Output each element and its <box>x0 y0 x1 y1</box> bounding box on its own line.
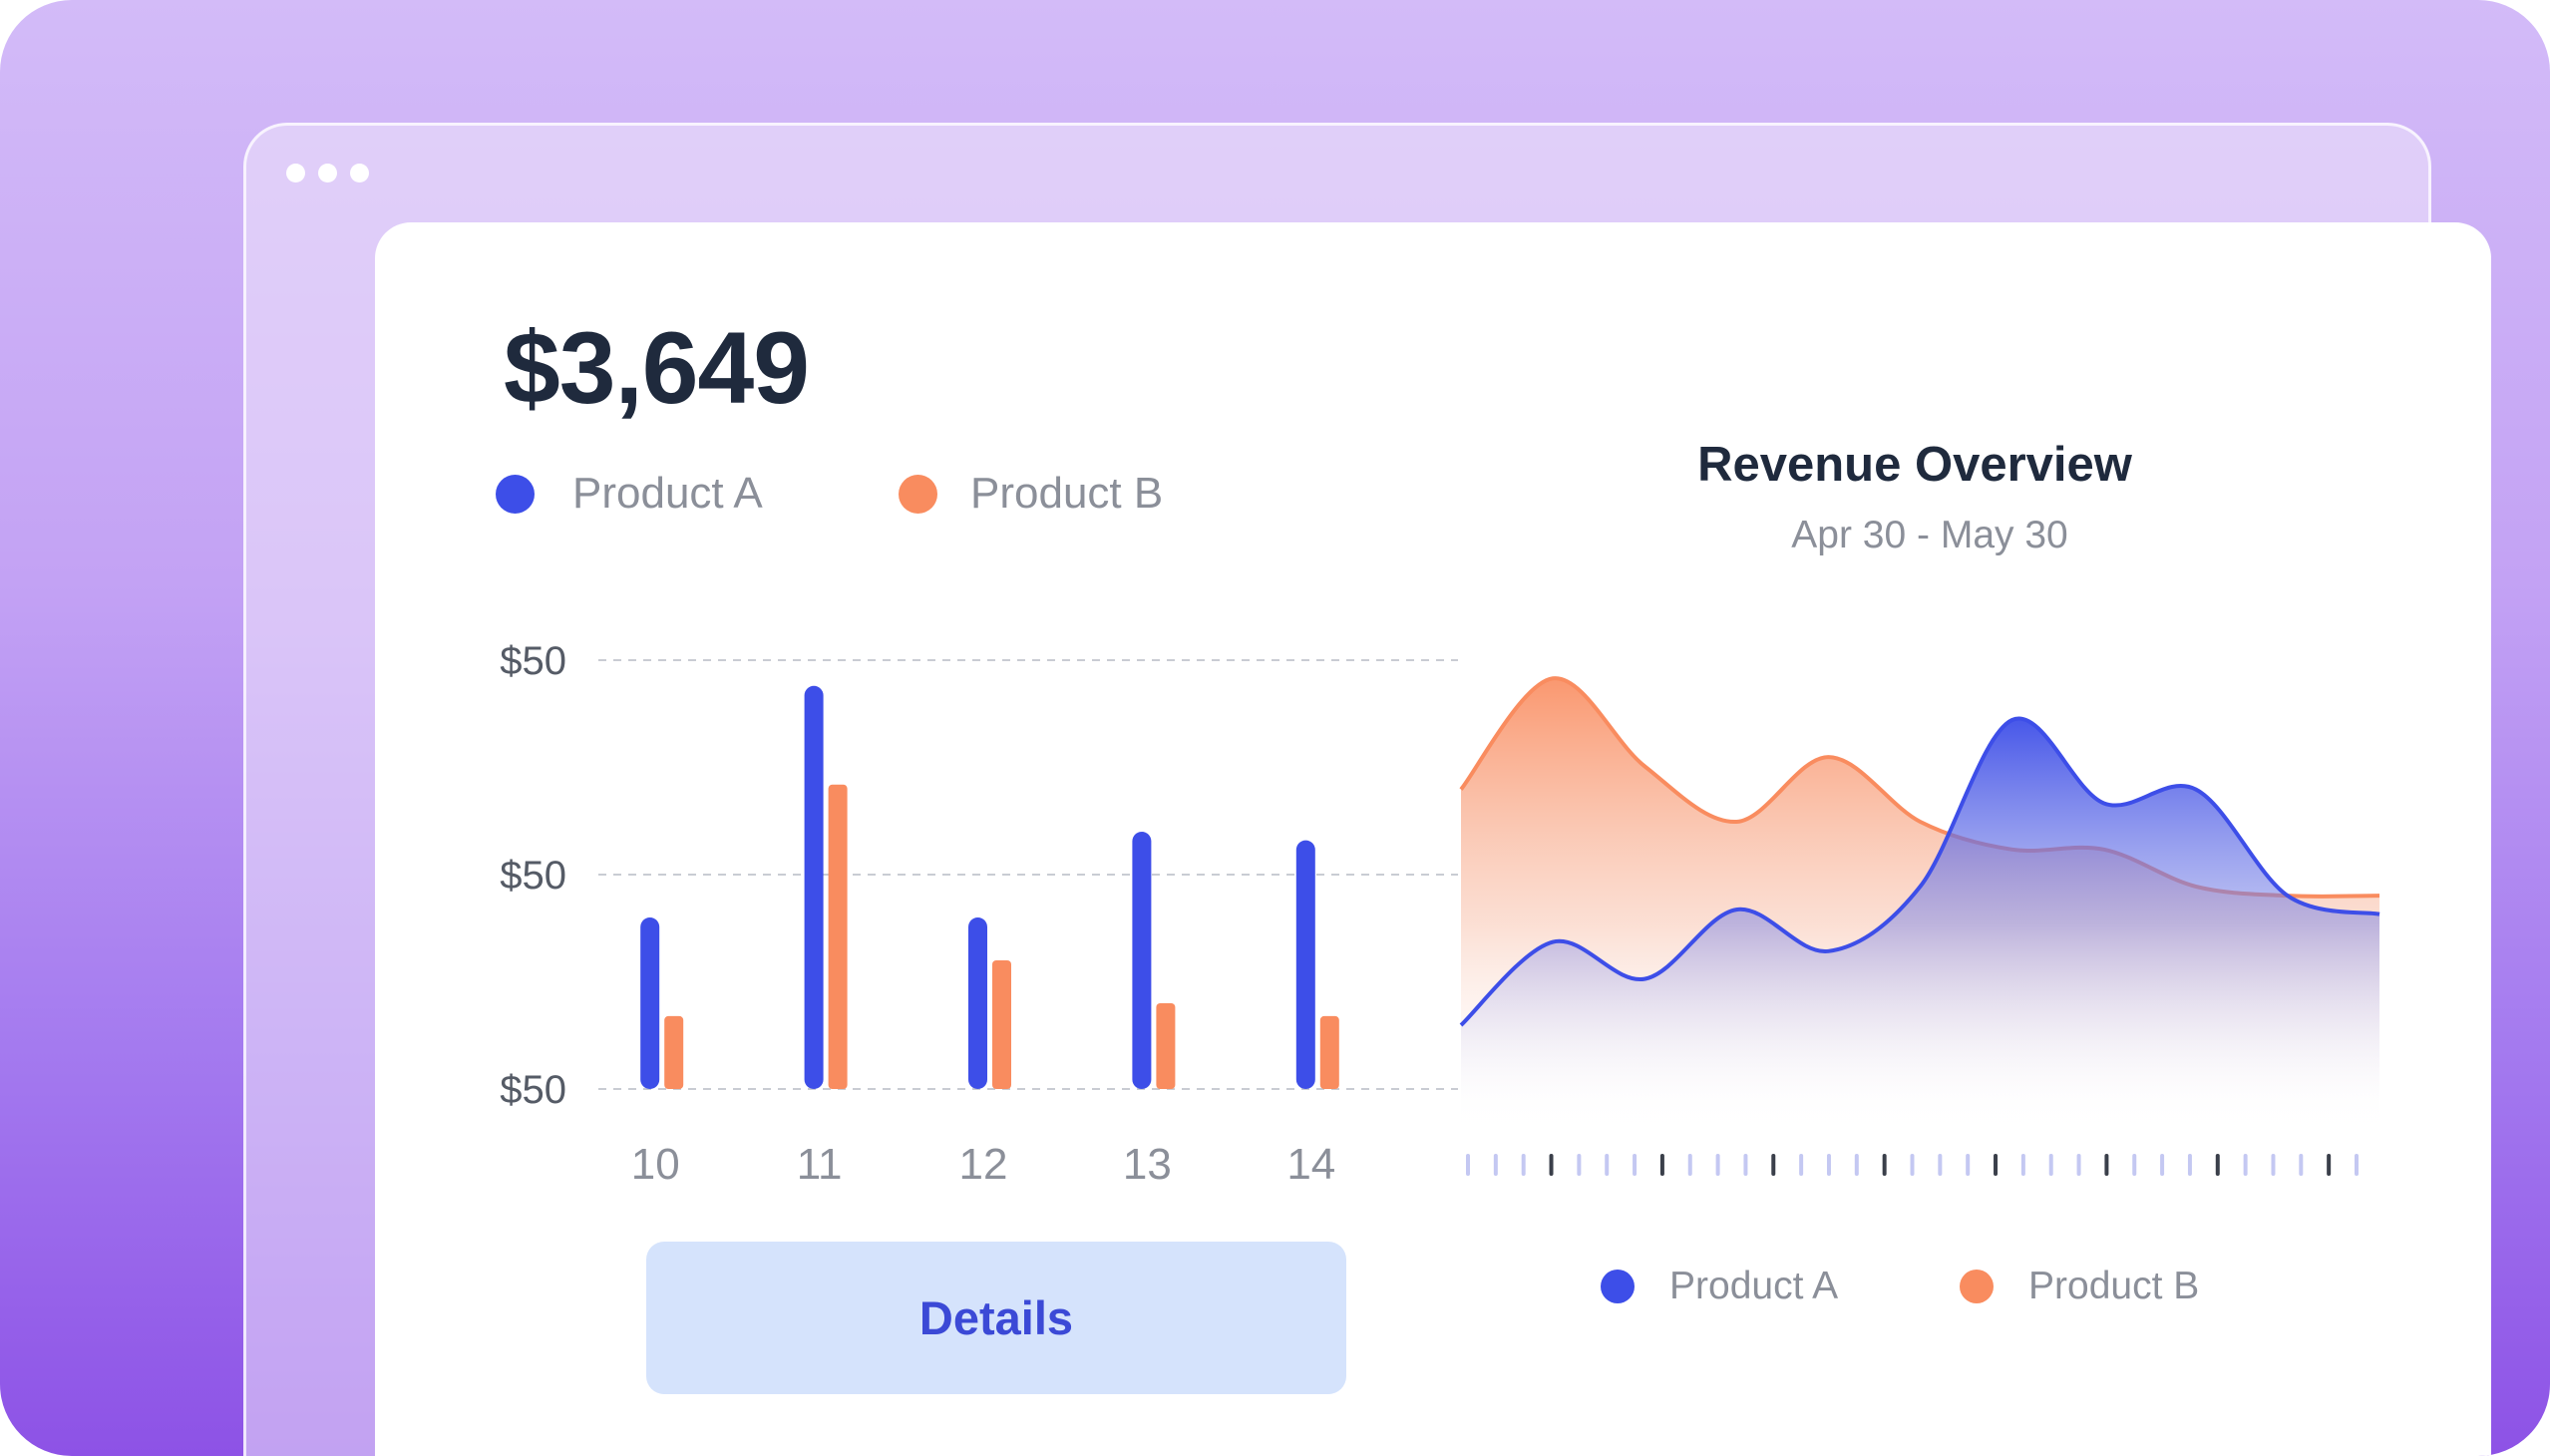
chart-subtitle: Apr 30 - May 30 <box>1791 514 2068 556</box>
x-tick-label: 11 <box>797 1140 843 1189</box>
bar-product-b <box>1319 1015 1339 1089</box>
dot-icon <box>899 474 937 514</box>
x-tick-label: 14 <box>1286 1140 1335 1189</box>
legend-label: Product B <box>2028 1265 2200 1307</box>
chart-canvas: $50 $50 $50 10 11 12 13 14 <box>500 639 2380 1189</box>
details-button[interactable]: Details <box>646 1242 1346 1394</box>
bar-product-a <box>804 685 824 1089</box>
dot-icon <box>496 474 535 514</box>
area-line-product-a <box>1459 716 2380 1027</box>
legend-label: Product B <box>970 469 1164 518</box>
area-fill-product-a <box>1461 718 2379 1127</box>
legend-item-product-b-bottom: Product B <box>1960 1262 2199 1311</box>
window-dot-icon <box>286 164 305 182</box>
legend-item-product-a: Product A <box>496 469 763 519</box>
window-dot-icon <box>318 164 337 182</box>
bar-product-b <box>992 960 1011 1089</box>
x-tick-label: 10 <box>631 1140 680 1189</box>
x-tick-label: 12 <box>959 1140 1008 1189</box>
bar-product-a <box>640 917 660 1089</box>
bar-product-b <box>664 1015 684 1089</box>
y-tick-label: $50 <box>500 639 566 683</box>
legend-label: Product A <box>572 469 763 518</box>
x-tick-label: 13 <box>1123 1140 1172 1189</box>
bar-product-b <box>828 784 848 1089</box>
bar-product-a <box>1132 832 1152 1089</box>
total-revenue: $3,649 <box>504 311 810 425</box>
legend-item-product-a-bottom: Product A <box>1601 1262 1838 1311</box>
chart-title: Revenue Overview <box>1697 438 2132 492</box>
legend-item-product-b: Product B <box>899 469 1163 519</box>
y-tick-label: $50 <box>500 1068 566 1112</box>
dot-icon <box>1601 1270 1635 1303</box>
bar-product-b <box>1156 1003 1176 1089</box>
window-dot-icon <box>350 164 369 182</box>
y-tick-label: $50 <box>500 854 566 898</box>
bar-product-a <box>1295 840 1315 1089</box>
legend-label: Product A <box>1669 1265 1839 1307</box>
bar-product-a <box>968 917 987 1089</box>
dot-icon <box>1960 1270 1994 1303</box>
